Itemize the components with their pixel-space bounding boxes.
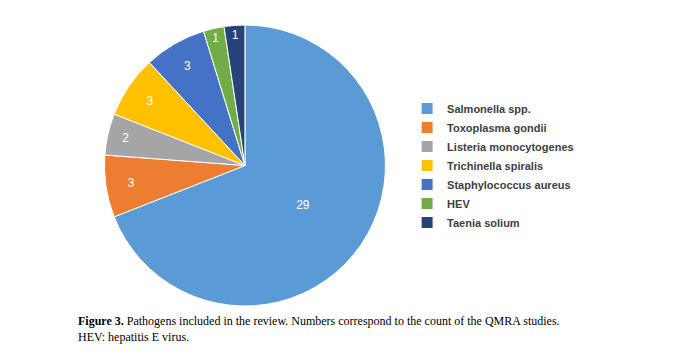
- svg-text:1: 1: [232, 28, 239, 42]
- svg-text:Trichinella spiralis: Trichinella spiralis: [447, 160, 543, 172]
- svg-text:Salmonella spp.: Salmonella spp.: [447, 103, 531, 115]
- svg-text:HEV: HEV: [447, 198, 470, 210]
- svg-text:Toxoplasma gondii: Toxoplasma gondii: [447, 122, 546, 134]
- svg-text:3: 3: [184, 59, 191, 73]
- svg-text:Figure 3. Pathogens included i: Figure 3. Pathogens included in the revi…: [78, 314, 560, 344]
- svg-text:3: 3: [146, 94, 153, 108]
- svg-text:Staphylococcus aureus: Staphylococcus aureus: [447, 179, 570, 191]
- svg-text:29: 29: [296, 198, 310, 212]
- svg-text:1: 1: [212, 31, 219, 45]
- svg-text:Listeria monocytogenes: Listeria monocytogenes: [447, 141, 574, 153]
- svg-text:3: 3: [128, 176, 135, 190]
- svg-text:Taenia solium: Taenia solium: [447, 217, 520, 229]
- svg-text:2: 2: [122, 131, 129, 145]
